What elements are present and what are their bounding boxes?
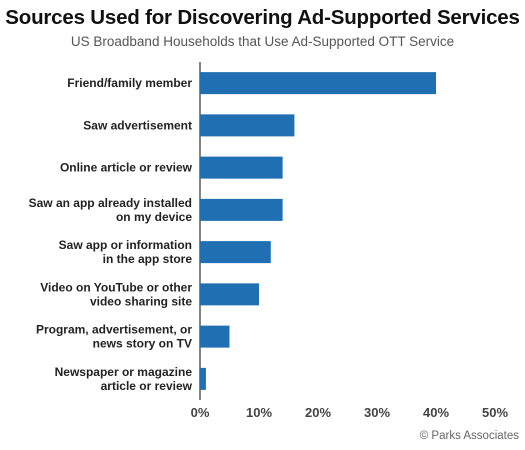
x-tick-label: 0% bbox=[191, 405, 210, 420]
bar bbox=[200, 198, 283, 221]
bar bbox=[200, 114, 295, 137]
category-label: Newspaper or magazine article or review bbox=[55, 365, 193, 393]
bar bbox=[200, 283, 259, 306]
credit-text: © Parks Associates bbox=[419, 430, 519, 442]
category-label: Program, advertisement, or news story on … bbox=[36, 323, 192, 351]
chart-subtitle: US Broadband Households that Use Ad-Supp… bbox=[70, 34, 455, 49]
category-label: Friend/family member bbox=[67, 76, 192, 90]
category-label: Online article or review bbox=[60, 161, 193, 175]
bar bbox=[200, 72, 436, 95]
category-label: Video on YouTube or other video sharing s… bbox=[40, 280, 192, 308]
bar bbox=[200, 367, 206, 390]
category-label: Saw advertisement bbox=[83, 118, 192, 132]
x-tick-label: 40% bbox=[423, 405, 449, 420]
bar bbox=[200, 325, 230, 348]
category-label: Saw an app already installed on my device bbox=[29, 196, 193, 224]
x-tick-label: 20% bbox=[305, 405, 331, 420]
bar bbox=[200, 156, 283, 179]
x-tick-label: 50% bbox=[482, 405, 508, 420]
bar bbox=[200, 241, 271, 264]
chart-title: Sources Used for Discovering Ad-Supporte… bbox=[5, 6, 520, 29]
category-label: Saw app or information in the app store bbox=[59, 238, 193, 266]
x-tick-label: 10% bbox=[246, 405, 272, 420]
x-tick-label: 30% bbox=[364, 405, 390, 420]
